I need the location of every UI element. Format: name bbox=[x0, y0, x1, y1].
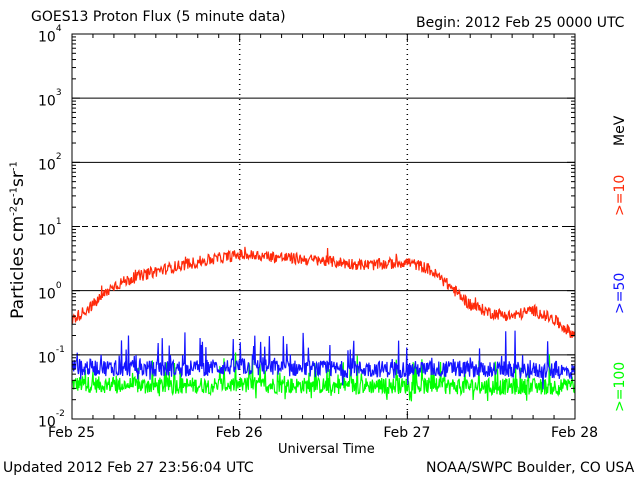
credit-label: NOAA/SWPC Boulder, CO USA bbox=[426, 460, 635, 476]
begin-time: Begin: 2012 Feb 25 0000 UTC bbox=[416, 15, 625, 31]
x-axis-label: Universal Time bbox=[278, 442, 375, 457]
y-tick-label: 103 bbox=[38, 88, 62, 110]
series-line-1 bbox=[71, 330, 576, 390]
y-tick-label: 102 bbox=[38, 152, 62, 174]
series-line-2 bbox=[71, 352, 576, 402]
y-tick-label: 104 bbox=[38, 24, 62, 46]
series-line-0 bbox=[71, 246, 576, 339]
y-tick-label: 10-2 bbox=[38, 409, 65, 431]
energy-label: >=10 bbox=[612, 174, 628, 216]
energy-label: >=100 bbox=[612, 361, 628, 412]
chart-title: GOES13 Proton Flux (5 minute data) bbox=[31, 9, 286, 25]
energy-label: >=50 bbox=[612, 272, 628, 314]
energy-label: MeV bbox=[612, 115, 628, 146]
x-tick-label: Feb 28 bbox=[551, 425, 599, 441]
tick-layer bbox=[71, 34, 576, 420]
y-axis-label: Particles cm-2s-1sr-1 bbox=[8, 161, 28, 319]
updated-time: Updated 2012 Feb 27 23:56:04 UTC bbox=[3, 460, 254, 476]
y-tick-label: 10-1 bbox=[38, 344, 65, 367]
series-layer bbox=[71, 246, 576, 402]
x-tick-label: Feb 25 bbox=[48, 425, 96, 441]
y-tick-label: 101 bbox=[38, 216, 62, 239]
y-tick-label: 100 bbox=[38, 280, 62, 303]
x-tick-label: Feb 26 bbox=[215, 425, 263, 441]
x-tick-label: Feb 27 bbox=[383, 425, 431, 441]
